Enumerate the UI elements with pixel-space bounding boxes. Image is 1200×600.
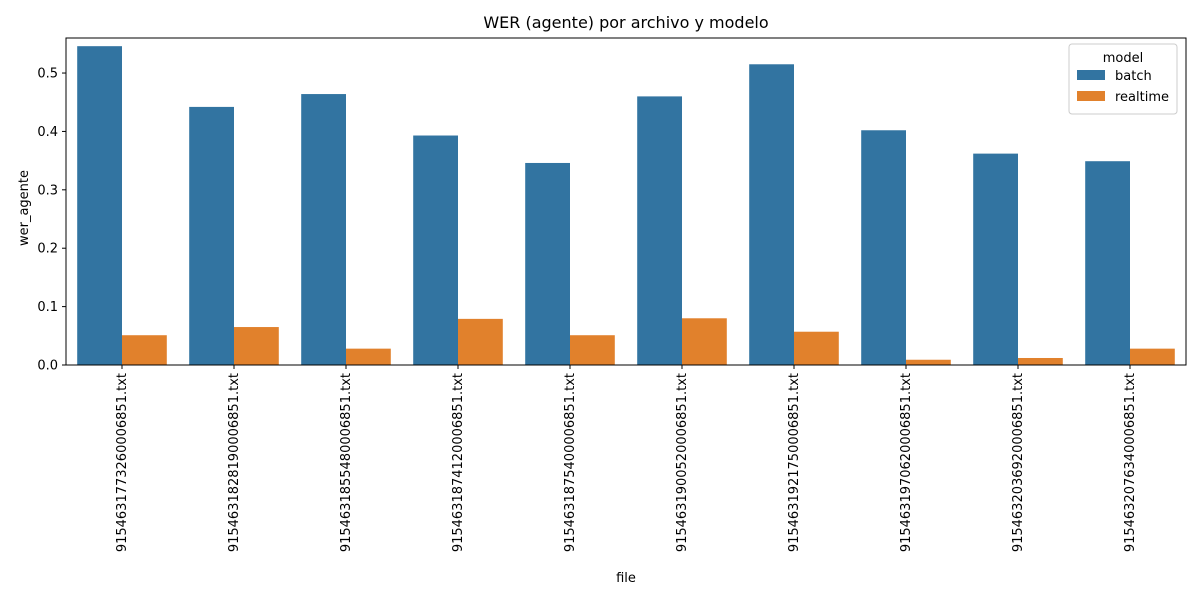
x-tick-label: 9154631874120006851.txt	[451, 373, 466, 552]
x-tick-label: 9154632076340006851.txt	[1123, 373, 1138, 552]
x-tick-label: 9154631970620006851.txt	[899, 373, 914, 552]
bar-batch-4	[525, 162, 570, 365]
bar-realtime-5	[682, 318, 727, 365]
x-tick-label: 9154631921750006851.txt	[787, 373, 802, 552]
bar-realtime-8	[1018, 357, 1063, 365]
bar-batch-1	[189, 106, 234, 366]
y-tick-label: 0.4	[37, 125, 58, 140]
bar-batch-3	[413, 135, 458, 365]
y-tick-label: 0.5	[37, 67, 58, 82]
x-tick-label: 9154631900520006851.txt	[675, 373, 690, 552]
legend-swatch-batch	[1077, 70, 1105, 80]
legend-label-batch: batch	[1115, 69, 1152, 84]
y-tick-label: 0.3	[37, 183, 58, 198]
legend-title: model	[1103, 51, 1143, 66]
bar-batch-5	[637, 96, 682, 366]
bar-batch-7	[861, 130, 906, 365]
plot-frame	[65, 37, 1187, 366]
x-tick-label: 9154631828190006851.txt	[227, 373, 242, 552]
bar-batch-8	[973, 153, 1018, 365]
y-tick-label: 0.2	[37, 242, 58, 257]
legend-label-realtime: realtime	[1115, 90, 1169, 105]
bar-realtime-2	[346, 348, 391, 365]
y-tick-label: 0.1	[37, 300, 58, 315]
bar-realtime-4	[570, 335, 615, 365]
bar-realtime-0	[122, 335, 167, 365]
bar-realtime-7	[906, 359, 951, 365]
bar-realtime-9	[1130, 348, 1175, 365]
plot-area: 0.0 0.1 0.2 0.3 0.4 0.5 9154631773260006851.tx…	[37, 37, 1187, 552]
y-axis-label: wer_agente	[17, 170, 32, 246]
bar-batch-0	[77, 46, 122, 366]
bar-realtime-1	[234, 327, 279, 365]
chart-title: WER (agente) por archivo y modelo	[483, 13, 768, 32]
bar-realtime-6	[794, 331, 839, 365]
bar-realtime-3	[458, 318, 503, 365]
x-tick-label: 9154632036920006851.txt	[1011, 373, 1026, 552]
x-tick-label: 9154631855480006851.txt	[339, 373, 354, 552]
legend: model batch realtime	[1068, 43, 1178, 115]
legend-swatch-realtime	[1077, 91, 1105, 101]
x-tick-label: 9154631773260006851.txt	[115, 373, 130, 552]
x-axis-label: file	[616, 571, 636, 586]
x-tick-label: 9154631875400006851.txt	[563, 373, 578, 552]
bar-batch-9	[1085, 161, 1130, 365]
bar-batch-2	[301, 94, 346, 366]
y-tick-label: 0.0	[37, 359, 58, 374]
bar-batch-6	[749, 64, 794, 365]
